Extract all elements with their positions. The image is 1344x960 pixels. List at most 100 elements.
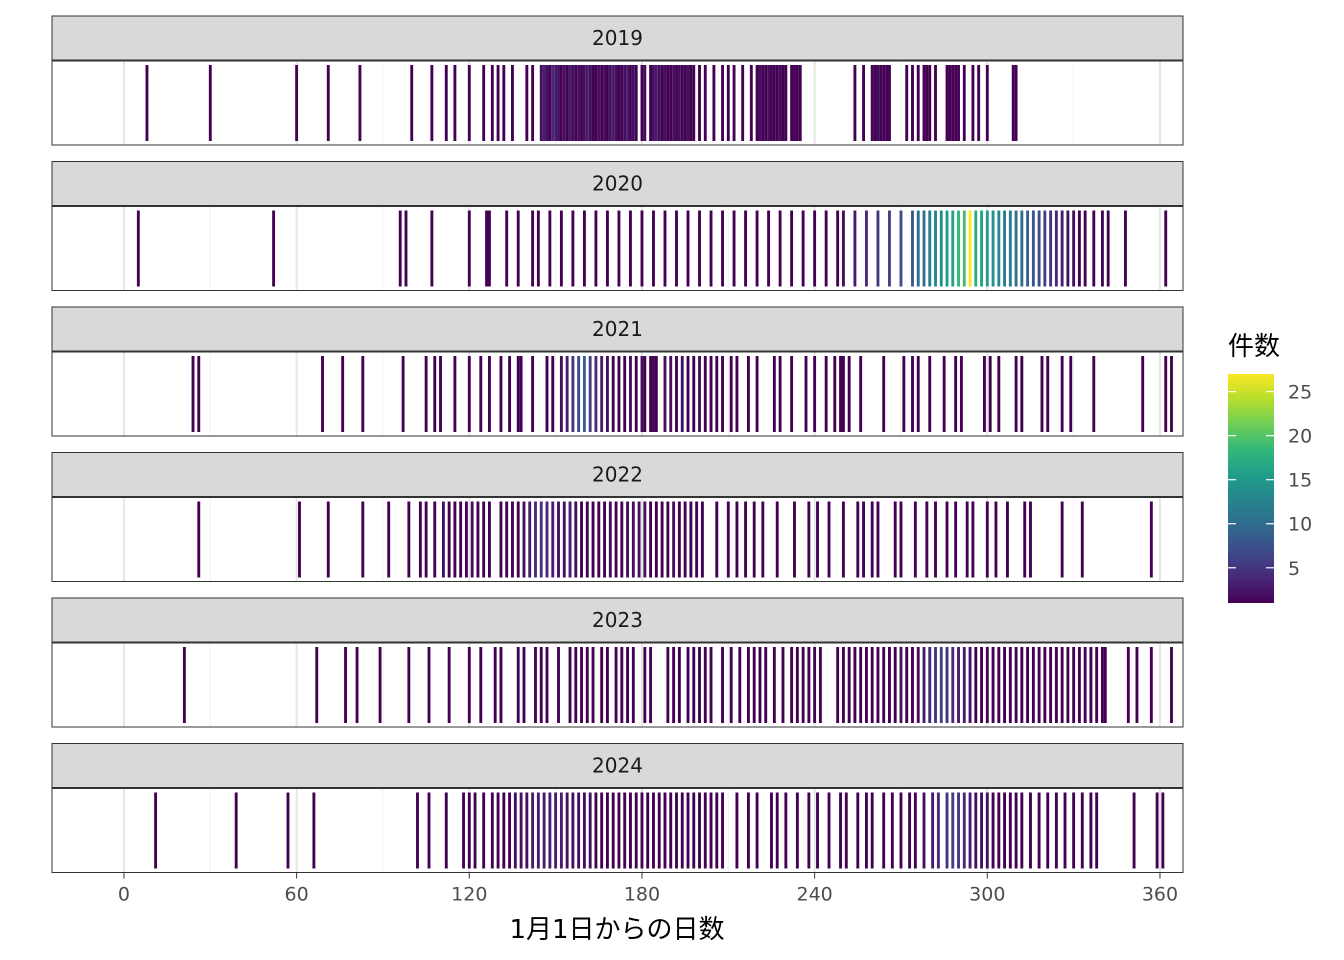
heat-tile [677, 647, 681, 723]
heat-tile [631, 647, 635, 723]
heat-tile [1149, 647, 1153, 723]
heat-tile [721, 647, 724, 723]
heat-tile [640, 65, 644, 141]
heat-tile [683, 65, 687, 141]
heat-tile [945, 65, 949, 141]
heat-tile [326, 501, 330, 578]
heat-tile [807, 647, 811, 723]
heat-tile [1077, 210, 1081, 287]
heat-tile [934, 647, 937, 723]
heat-tile [752, 647, 756, 723]
heat-tile [401, 356, 405, 432]
heat-tile [755, 356, 759, 432]
heat-tile [974, 792, 978, 869]
x-tick-label: 240 [797, 884, 833, 906]
heat-tile [1029, 501, 1032, 578]
heat-tile [444, 792, 448, 869]
heat-tile [361, 501, 365, 578]
heat-tile [531, 356, 535, 432]
heat-tile [534, 647, 537, 723]
facet-strip-label: 2023 [592, 608, 643, 632]
heat-tile [608, 65, 612, 141]
heat-tile [666, 65, 670, 141]
heat-tile [591, 501, 595, 578]
heat-tile [686, 647, 690, 723]
heat-tile [548, 65, 552, 141]
heat-tile [876, 210, 880, 287]
heat-tile [778, 65, 782, 141]
heat-tile [680, 356, 684, 432]
heat-tile [600, 647, 604, 723]
heat-tile [775, 65, 779, 141]
heat-tile [925, 65, 929, 141]
heat-tile [554, 65, 558, 141]
heat-tile [680, 65, 684, 141]
heat-tile [698, 647, 701, 723]
heat-tile [824, 356, 828, 432]
heat-tile [1054, 792, 1058, 869]
heat-tile [968, 647, 972, 723]
heat-tile [833, 356, 837, 432]
heat-tile [686, 65, 690, 141]
heat-tile [522, 501, 526, 578]
heat-tile [954, 356, 958, 432]
x-tick-label: 360 [1142, 884, 1178, 906]
heat-tile [977, 65, 981, 141]
heat-tile [911, 647, 914, 723]
heat-tile [571, 65, 575, 141]
heat-tile [588, 356, 592, 432]
heat-tile [378, 647, 382, 723]
facet-panel-border [51, 788, 1184, 873]
heat-tile [433, 356, 437, 432]
facet-strip [51, 15, 1184, 61]
heat-tile [1149, 501, 1153, 578]
heat-tile [571, 210, 575, 287]
heat-tile [559, 210, 563, 287]
heat-tile [908, 792, 912, 869]
heat-tile [841, 356, 845, 432]
heat-tile [1095, 792, 1099, 869]
heat-tile [652, 210, 655, 287]
heat-tile [545, 356, 549, 432]
heat-tile [772, 65, 776, 141]
heat-tile [839, 356, 842, 432]
heat-tile [502, 792, 506, 869]
heat-tile [608, 501, 612, 578]
heat-tile [626, 647, 630, 723]
heat-tile [1072, 647, 1076, 723]
heat-tile [916, 210, 920, 287]
heat-tile [562, 501, 566, 578]
heat-tile [758, 65, 762, 141]
heat-tile [663, 356, 667, 432]
heat-tile [1020, 210, 1024, 287]
heat-tile [680, 792, 684, 869]
heat-tile [643, 647, 647, 723]
heat-tile [1124, 210, 1127, 287]
heat-tile [790, 647, 794, 723]
heat-tile [1089, 792, 1093, 869]
heat-tile [355, 647, 359, 723]
facet-2023: 2023 [51, 597, 1184, 728]
heat-tile [1014, 210, 1018, 287]
heat-tile [827, 792, 831, 869]
heat-tile [525, 792, 529, 869]
heat-tile [747, 792, 750, 869]
heat-tile [617, 65, 621, 141]
heat-tile [603, 501, 606, 578]
heat-tile [1089, 647, 1093, 723]
heat-tile [755, 65, 759, 141]
heat-tile [652, 356, 655, 432]
heat-tile [562, 65, 566, 141]
x-tick-label: 120 [451, 884, 487, 906]
heat-tile [698, 356, 701, 432]
heat-tile [749, 65, 753, 141]
heat-tile [729, 356, 733, 432]
heat-tile [721, 65, 724, 141]
heat-tile [427, 792, 431, 869]
heat-tile [490, 65, 494, 141]
heat-tile [761, 501, 765, 578]
heat-tile [747, 647, 750, 723]
heat-tile [772, 647, 776, 723]
heat-tile [856, 792, 860, 869]
heat-tile [1014, 792, 1018, 869]
